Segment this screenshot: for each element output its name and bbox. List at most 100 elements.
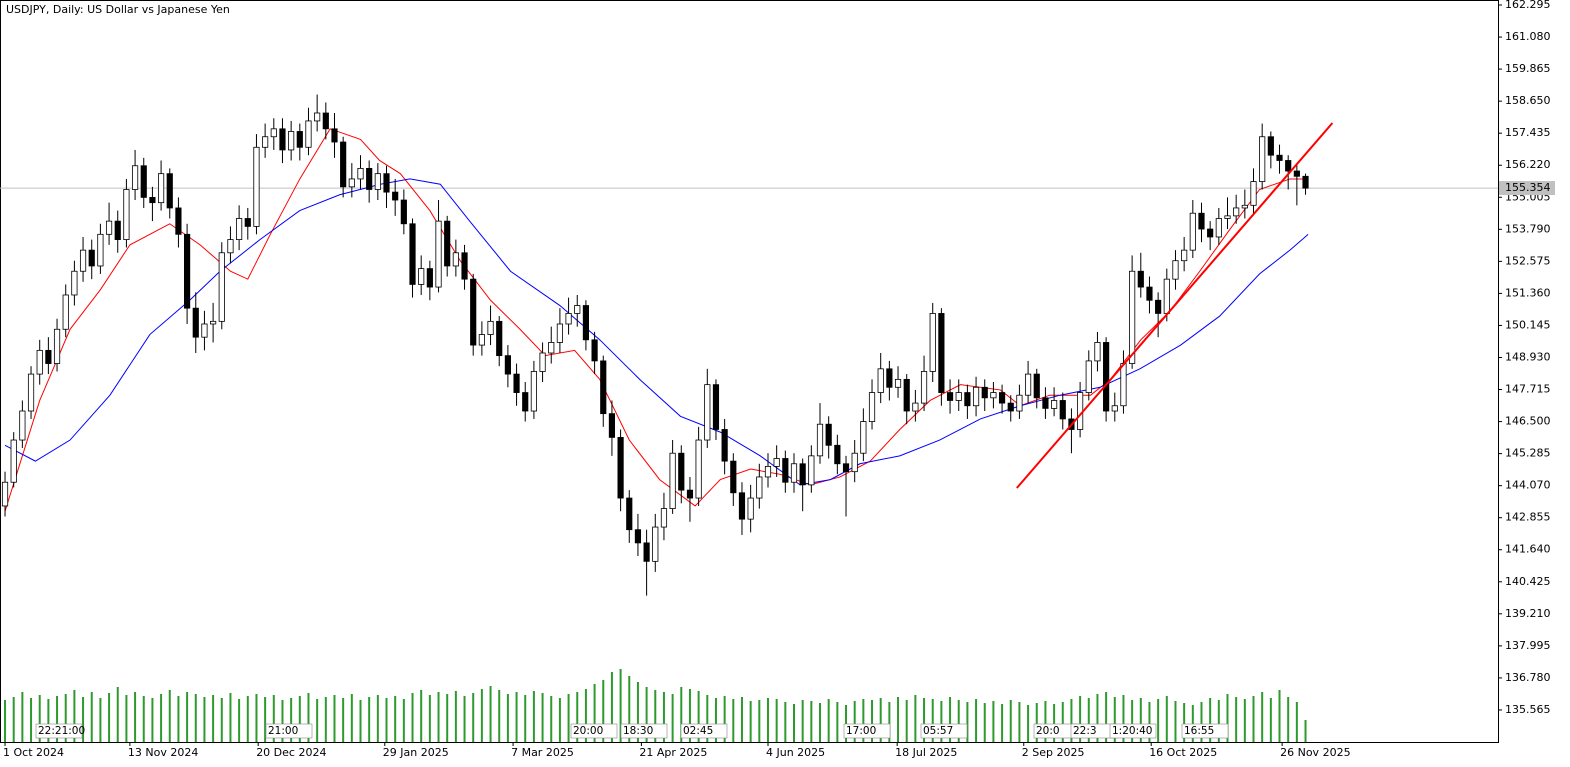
- volume-bar: [914, 695, 917, 742]
- x-tick-label: 13 Nov 2024: [128, 746, 198, 759]
- volume-bar: [1148, 702, 1151, 742]
- candle-body: [816, 423, 824, 457]
- candle-body: [331, 128, 338, 143]
- candle-body: [556, 323, 563, 343]
- volume-bar: [116, 687, 119, 742]
- candle-body: [929, 313, 936, 372]
- candle-body: [790, 463, 798, 483]
- candle-body: [27, 373, 35, 412]
- candle-body: [461, 252, 468, 280]
- candle-body: [955, 392, 962, 401]
- volume-bar: [593, 684, 596, 742]
- candle-body: [10, 439, 17, 483]
- current-price-box: [1499, 181, 1555, 196]
- x-tick-label: 26 Nov 2025: [1280, 746, 1350, 759]
- volume-bar: [619, 669, 622, 742]
- candle-body: [418, 268, 425, 285]
- candle-body: [972, 386, 980, 407]
- candle-body: [1163, 278, 1170, 314]
- candle-body: [513, 373, 520, 393]
- candle-body: [617, 436, 624, 499]
- candle-body: [756, 476, 763, 499]
- candle-body: [62, 294, 69, 330]
- y-tick-label: 151.360: [1505, 286, 1551, 299]
- x-tick-label: 16 Oct 2025: [1149, 746, 1217, 759]
- candle-body: [574, 305, 581, 314]
- volume-bar: [1174, 701, 1177, 742]
- candle-body: [357, 167, 364, 180]
- candle-body: [764, 466, 772, 478]
- x-tick-label: 18 Jul 2025: [895, 746, 957, 759]
- trade-label: 20:00: [573, 725, 603, 737]
- volume-bar: [1269, 698, 1272, 742]
- candle-body: [1172, 260, 1179, 280]
- candle-body: [114, 220, 121, 240]
- volume-bar: [645, 687, 648, 742]
- volume-bar: [662, 692, 665, 742]
- candle-body: [19, 410, 26, 441]
- volume-bar: [923, 698, 926, 742]
- candle-body: [773, 458, 780, 467]
- volume-bar: [324, 697, 327, 742]
- candle-body: [444, 220, 451, 267]
- candle-body: [712, 384, 720, 430]
- candle-body: [1059, 400, 1066, 420]
- volume-bar: [1053, 704, 1056, 742]
- candle-body: [1215, 218, 1222, 238]
- candle-body: [1224, 215, 1231, 219]
- volume-bar: [134, 692, 137, 742]
- volume-bar: [784, 702, 787, 742]
- volume-bar: [680, 687, 683, 742]
- volume-bar: [1131, 700, 1134, 742]
- volume-bar: [428, 695, 431, 742]
- volume-bar: [897, 697, 900, 742]
- candle-body: [1241, 204, 1248, 209]
- volume-bar: [766, 698, 769, 742]
- candle-body: [123, 189, 130, 240]
- candle-body: [305, 120, 312, 148]
- candle-body: [383, 173, 390, 193]
- candle-body: [270, 128, 277, 138]
- volume-bar: [229, 693, 232, 742]
- trade-label: 21:00: [268, 725, 298, 737]
- volume-bar: [1061, 702, 1064, 742]
- candle-body: [1051, 400, 1058, 409]
- candle-body: [643, 542, 650, 562]
- candle-body: [166, 173, 173, 209]
- trade-label: 22:3: [1073, 725, 1097, 737]
- volume-bar: [749, 701, 752, 742]
- volume-bar: [697, 691, 700, 742]
- volume-bar: [463, 696, 466, 742]
- volume-bar: [99, 698, 102, 742]
- volume-bar: [558, 698, 561, 742]
- y-tick-label: 158.650: [1505, 94, 1551, 107]
- volume-bar: [1243, 699, 1246, 742]
- candle-body: [279, 128, 286, 151]
- volume-bar: [350, 694, 353, 742]
- candle-body: [1155, 299, 1162, 314]
- volume-bar: [1035, 703, 1038, 742]
- candle-body: [79, 249, 87, 272]
- chart-title: USDJPY, Daily: US Dollar vs Japanese Yen: [6, 3, 230, 16]
- volume-bar: [82, 697, 85, 742]
- candle-body: [374, 173, 381, 190]
- volume-bar: [255, 694, 258, 742]
- volume-bar: [394, 696, 397, 742]
- volume-bar: [1278, 690, 1281, 742]
- trade-label-box: [1181, 723, 1229, 739]
- candle-body: [1103, 342, 1110, 412]
- candle-body: [340, 141, 347, 188]
- volume-bar: [671, 694, 674, 742]
- candle-body: [236, 218, 243, 240]
- trade-label: 18:30: [623, 725, 653, 737]
- x-tick-label: 2 Sep 2025: [1022, 746, 1085, 759]
- volume-bar: [12, 697, 15, 742]
- candle-body: [322, 112, 329, 130]
- volume-bar: [480, 689, 483, 742]
- volume-bar: [810, 701, 813, 742]
- volume-bar: [506, 694, 509, 742]
- candle-body: [877, 368, 884, 393]
- volume-bar: [541, 693, 544, 742]
- candle-body: [738, 492, 746, 520]
- candle-body: [1077, 392, 1084, 430]
